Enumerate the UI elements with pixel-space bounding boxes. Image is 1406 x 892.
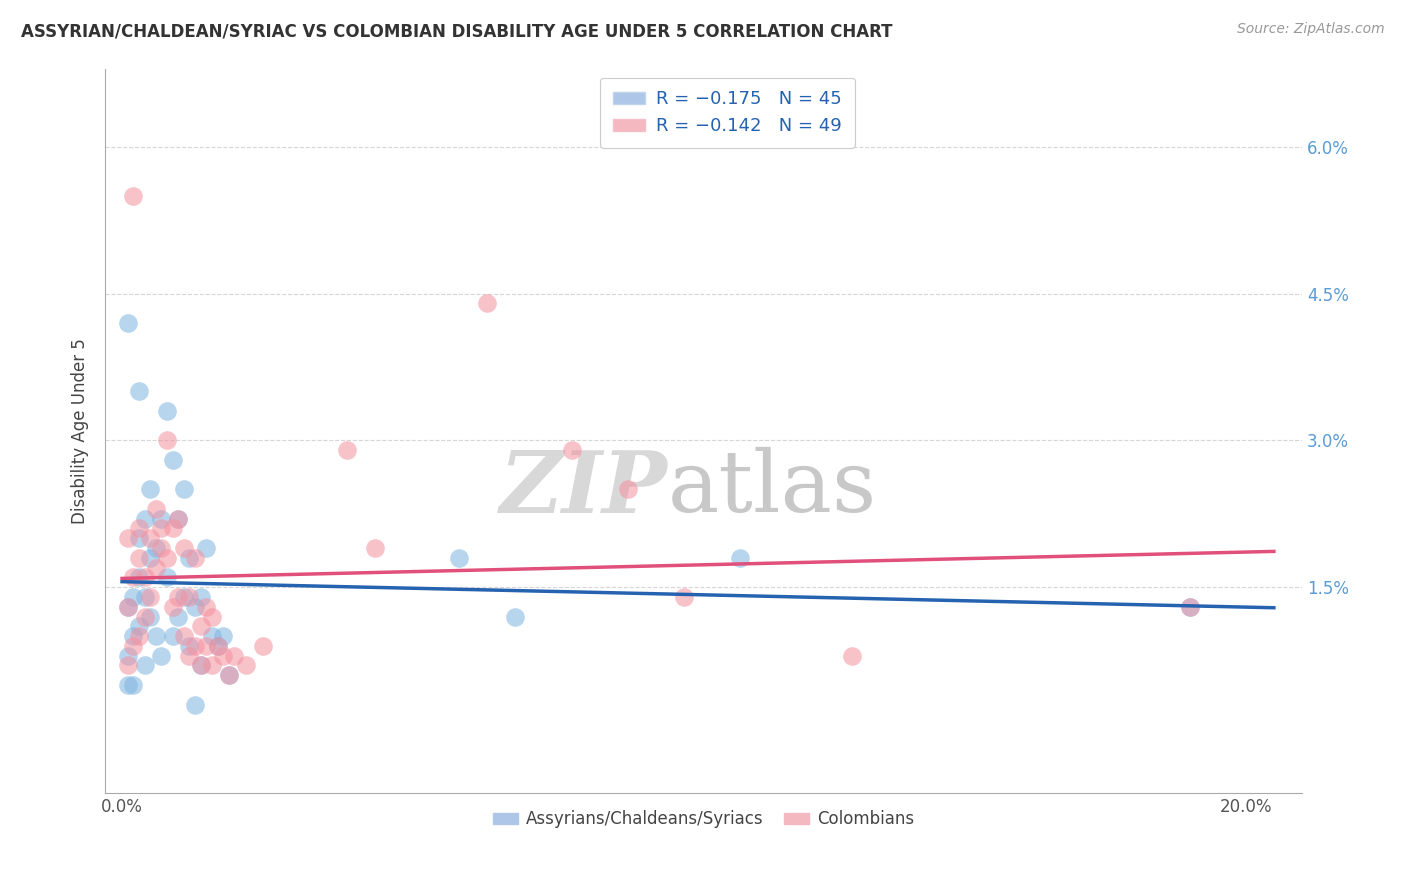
Point [184,698,207,712]
Point [728,550,751,565]
Point [139,590,162,604]
Point [195,541,218,555]
Point [156,550,179,565]
Point [162,629,184,643]
Point [139,531,162,545]
Point [207,639,229,653]
Point [122,570,145,584]
Point [212,629,235,643]
Point [190,619,212,633]
Point [122,639,145,653]
Point [179,550,201,565]
Point [139,550,162,565]
Point [224,648,246,663]
Text: Source: ZipAtlas.com: Source: ZipAtlas.com [1237,22,1385,37]
Point [449,550,471,565]
Point [190,658,212,673]
Point [134,658,156,673]
Point [145,501,167,516]
Point [117,599,139,614]
Point [128,619,150,633]
Point [561,443,583,458]
Point [184,550,207,565]
Point [167,609,190,624]
Text: atlas: atlas [668,447,877,530]
Point [128,521,150,535]
Point [616,483,638,497]
Point [195,599,218,614]
Point [139,609,162,624]
Point [128,531,150,545]
Point [162,521,184,535]
Point [1178,599,1201,614]
Point [156,570,179,584]
Point [150,648,173,663]
Point [134,511,156,525]
Point [128,550,150,565]
Point [235,658,257,673]
Point [150,511,173,525]
Point [190,590,212,604]
Point [117,648,139,663]
Point [117,531,139,545]
Point [128,570,150,584]
Point [505,609,527,624]
Point [201,658,224,673]
Point [128,384,150,399]
Legend: Assyrians/Chaldeans/Syriacs, Colombians: Assyrians/Chaldeans/Syriacs, Colombians [486,804,921,835]
Point [179,639,201,653]
Point [190,658,212,673]
Point [145,541,167,555]
Point [150,541,173,555]
Text: ASSYRIAN/CHALDEAN/SYRIAC VS COLOMBIAN DISABILITY AGE UNDER 5 CORRELATION CHART: ASSYRIAN/CHALDEAN/SYRIAC VS COLOMBIAN DI… [21,22,893,40]
Text: ZIP: ZIP [499,447,668,530]
Point [167,511,190,525]
Point [212,648,235,663]
Point [179,590,201,604]
Point [145,560,167,574]
Point [184,599,207,614]
Point [1178,599,1201,614]
Point [128,629,150,643]
Point [173,629,195,643]
Point [336,443,359,458]
Point [162,599,184,614]
Point [173,483,195,497]
Point [162,453,184,467]
Point [201,609,224,624]
Point [117,658,139,673]
Point [218,668,240,682]
Point [117,316,139,330]
Point [167,590,190,604]
Point [195,639,218,653]
Point [117,678,139,692]
Point [173,541,195,555]
Point [477,296,499,310]
Point [122,629,145,643]
Point [139,483,162,497]
Point [134,590,156,604]
Point [252,639,274,653]
Point [173,590,195,604]
Point [134,609,156,624]
Point [122,678,145,692]
Point [364,541,387,555]
Point [184,639,207,653]
Point [201,629,224,643]
Point [117,599,139,614]
Point [122,590,145,604]
Point [672,590,695,604]
Point [122,188,145,202]
Point [145,629,167,643]
Point [156,434,179,448]
Y-axis label: Disability Age Under 5: Disability Age Under 5 [72,338,89,524]
Point [134,570,156,584]
Point [218,668,240,682]
Point [156,404,179,418]
Point [167,511,190,525]
Point [150,521,173,535]
Point [179,648,201,663]
Point [207,639,229,653]
Point [841,648,863,663]
